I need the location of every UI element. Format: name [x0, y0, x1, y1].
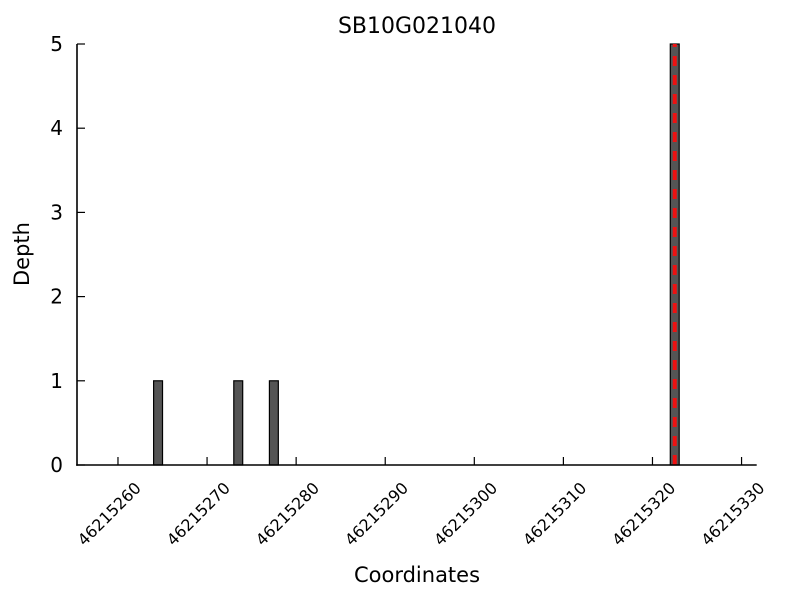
- x-tick-label: 46215330: [697, 478, 768, 549]
- x-tick-label: 46215280: [252, 478, 323, 549]
- x-tick-label: 46215270: [163, 478, 234, 549]
- x-tick-label: 46215260: [74, 478, 145, 549]
- chart-title: SB10G021040: [338, 14, 496, 39]
- bar: [233, 380, 244, 466]
- x-tick-label: 46215290: [341, 478, 412, 549]
- y-tick-label: 5: [50, 32, 63, 56]
- x-tick-label: 46215320: [608, 478, 679, 549]
- y-tick-label: 4: [50, 116, 63, 140]
- y-tick-label: 1: [50, 369, 63, 393]
- x-tick-label: 46215310: [519, 478, 590, 549]
- y-tick-label: 3: [50, 200, 63, 224]
- bar: [153, 380, 164, 466]
- x-tick-label: 46215300: [430, 478, 501, 549]
- plot-area: 0 1 2 3 4 5 46215260 46215270 46215280 46215290 46…: [50, 32, 768, 549]
- y-tick-label: 0: [50, 453, 63, 477]
- y-tick-label: 2: [50, 285, 63, 309]
- y-axis-label: Depth: [10, 222, 34, 286]
- bar: [268, 380, 279, 466]
- x-axis-label: Coordinates: [354, 563, 480, 587]
